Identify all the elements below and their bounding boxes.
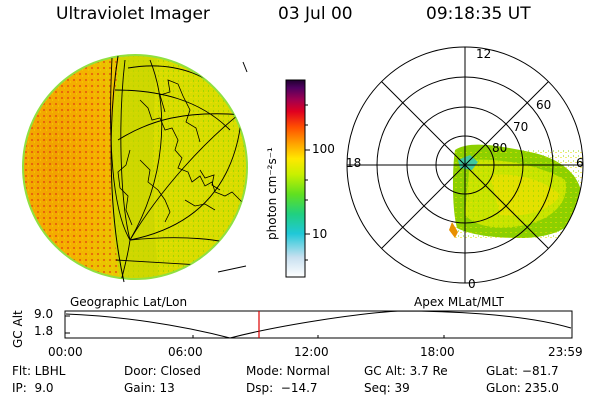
time-label: 09:18:35 UT [426,4,531,24]
filter-info: Flt: LBHL [12,364,66,378]
time-tick-1200: 12:00 [294,345,329,359]
time-tick-2359: 23:59 [548,345,583,359]
globe-image [22,54,248,283]
mode-info: Mode: Normal [246,364,330,378]
polar-plot [346,46,584,284]
mlt-label-12: 12 [476,47,492,61]
date-label: 03 Jul 00 [278,4,353,24]
time-tick-0600: 06:00 [168,345,203,359]
altitude-tick-9: 9.0 [34,307,54,321]
colorbar-unit-label: photon cm⁻²s⁻¹ [265,147,279,240]
time-tick-1800: 18:00 [420,345,455,359]
mlt-label-6: 6 [576,156,584,170]
caption-geographic: Geographic Lat/Lon [70,295,188,309]
altitude-plot [64,310,573,339]
ip-info: IP: 9.0 [12,381,54,395]
seq-info: Seq: 39 [364,381,410,395]
time-tick-0000: 00:00 [48,345,83,359]
colorbar [285,79,310,278]
gc-alt-info: GC Alt: 3.7 Re [364,364,448,378]
mlt-label-18: 18 [346,156,362,170]
instrument-title: Ultraviolet Imager [56,4,210,24]
lat-label-80: 80 [492,141,508,155]
lat-label-70: 70 [513,120,529,134]
auroral-oval [449,144,583,240]
altitude-axis-label: GC Alt [11,310,25,348]
colorbar-tick-10: 10 [312,227,328,241]
mlt-label-0: 0 [468,277,476,291]
glat-info: GLat: −81.7 [486,364,559,378]
colorbar-tick-100: 100 [312,142,335,156]
caption-apex: Apex MLat/MLT [414,295,504,309]
lat-label-60: 60 [536,98,552,112]
door-info: Door: Closed [124,364,201,378]
gain-info: Gain: 13 [124,381,175,395]
coastline [117,79,246,226]
altitude-tick-1-8: 1.8 [34,324,54,338]
dsp-info: Dsp: −14.7 [246,381,318,395]
glon-info: GLon: 235.0 [486,381,559,395]
